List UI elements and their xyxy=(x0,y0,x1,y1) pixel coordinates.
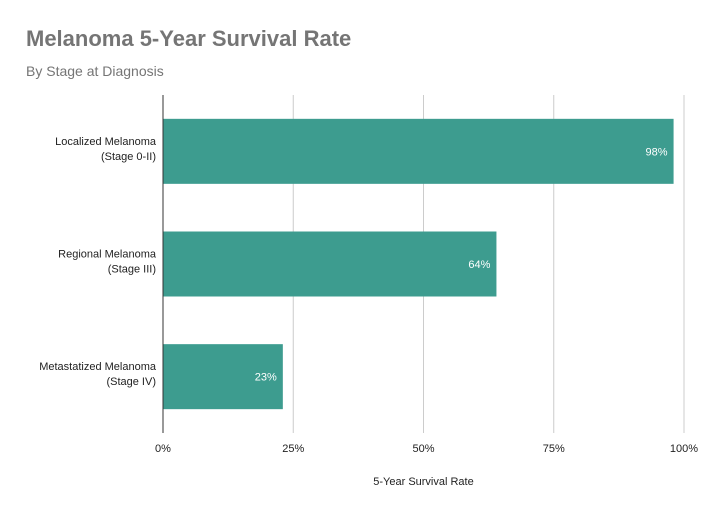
data-label: 23% xyxy=(255,372,277,384)
bar xyxy=(163,118,674,184)
x-axis-title: 5-Year Survival Rate xyxy=(373,476,473,488)
x-tick-label: 0% xyxy=(155,443,171,455)
x-tick-label: 25% xyxy=(282,443,304,455)
bar xyxy=(163,344,283,410)
x-tick-label: 50% xyxy=(412,443,434,455)
y-category-label: Regional Melanoma xyxy=(58,249,157,261)
bar xyxy=(163,231,497,297)
chart-subtitle: By Stage at Diagnosis xyxy=(26,63,164,79)
y-category-label: (Stage IV) xyxy=(106,376,156,388)
chart-title: Melanoma 5-Year Survival Rate xyxy=(26,26,352,51)
y-category-label: Localized Melanoma xyxy=(55,136,157,148)
x-tick-label: 100% xyxy=(670,443,698,455)
data-label: 98% xyxy=(646,146,668,158)
data-label: 64% xyxy=(468,259,490,271)
y-category-label: Metastatized Melanoma xyxy=(39,361,157,373)
y-category-label: (Stage 0-II) xyxy=(101,151,156,163)
x-tick-label: 75% xyxy=(543,443,565,455)
y-category-label: (Stage III) xyxy=(108,264,156,276)
